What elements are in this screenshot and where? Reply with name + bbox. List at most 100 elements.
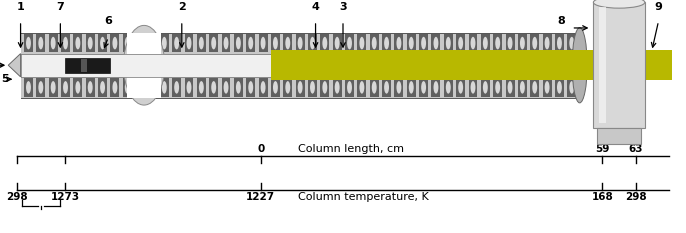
Text: 8: 8 (557, 16, 565, 26)
Bar (370, 34, 379, 52)
Ellipse shape (298, 37, 303, 49)
Text: 59: 59 (595, 144, 609, 154)
Text: 9: 9 (654, 2, 663, 12)
Bar (271, 78, 280, 97)
Bar (555, 78, 564, 97)
Ellipse shape (285, 81, 290, 94)
Bar (36, 34, 45, 52)
Ellipse shape (532, 37, 537, 49)
Ellipse shape (409, 37, 414, 49)
Bar (419, 34, 428, 52)
Ellipse shape (569, 81, 574, 94)
Bar (197, 34, 206, 52)
Ellipse shape (162, 81, 167, 94)
Text: 1227: 1227 (246, 192, 275, 202)
Text: 63: 63 (628, 144, 643, 154)
Text: 298: 298 (6, 192, 28, 202)
Bar (431, 34, 440, 52)
Bar (86, 78, 95, 97)
Bar (135, 34, 144, 52)
Ellipse shape (508, 37, 512, 49)
Ellipse shape (199, 81, 204, 94)
Bar (345, 78, 354, 97)
Bar (493, 34, 502, 52)
Ellipse shape (273, 37, 278, 49)
Ellipse shape (495, 81, 500, 94)
Bar (598, 128, 641, 144)
Bar (320, 78, 329, 97)
Ellipse shape (38, 37, 43, 49)
Ellipse shape (520, 81, 525, 94)
Bar (86, 34, 95, 52)
Bar (271, 34, 280, 52)
Bar (308, 78, 317, 97)
Bar (21, 54, 580, 77)
Ellipse shape (359, 81, 364, 94)
Ellipse shape (483, 81, 488, 94)
Bar (123, 34, 132, 52)
Ellipse shape (421, 37, 426, 49)
Bar (160, 34, 169, 52)
Bar (357, 34, 366, 52)
Bar (259, 78, 268, 97)
Bar (24, 78, 33, 97)
Text: 1273: 1273 (51, 192, 80, 202)
Bar (246, 78, 255, 97)
Bar (172, 34, 181, 52)
Ellipse shape (88, 81, 93, 94)
Bar (444, 34, 453, 52)
Text: 0: 0 (257, 144, 264, 154)
Ellipse shape (572, 28, 587, 103)
Bar (469, 78, 477, 97)
Ellipse shape (174, 37, 179, 49)
Ellipse shape (397, 37, 401, 49)
Ellipse shape (520, 37, 525, 49)
Ellipse shape (310, 81, 315, 94)
Bar (185, 78, 193, 97)
Ellipse shape (545, 37, 549, 49)
Bar (197, 78, 206, 97)
Ellipse shape (125, 81, 130, 94)
Bar (419, 78, 428, 97)
Bar (21, 33, 580, 54)
Ellipse shape (310, 37, 315, 49)
Bar (357, 78, 366, 97)
Bar (135, 78, 144, 97)
Bar (127, 77, 161, 98)
Bar (222, 34, 230, 52)
Ellipse shape (285, 37, 290, 49)
Bar (345, 34, 354, 52)
Ellipse shape (125, 37, 130, 49)
Bar (234, 78, 243, 97)
Text: 5: 5 (1, 74, 9, 84)
Ellipse shape (335, 81, 340, 94)
Ellipse shape (137, 37, 142, 49)
Bar (283, 78, 292, 97)
Bar (530, 78, 539, 97)
Bar (543, 34, 552, 52)
Bar (444, 78, 453, 97)
Ellipse shape (298, 81, 303, 94)
Ellipse shape (123, 25, 165, 105)
Bar (98, 78, 107, 97)
Ellipse shape (446, 81, 451, 94)
Ellipse shape (187, 37, 191, 49)
Bar (382, 34, 391, 52)
Ellipse shape (446, 37, 451, 49)
Ellipse shape (372, 81, 377, 94)
Bar (506, 34, 514, 52)
Ellipse shape (434, 37, 438, 49)
Bar (73, 78, 82, 97)
Ellipse shape (162, 37, 167, 49)
Bar (469, 34, 477, 52)
Ellipse shape (88, 37, 93, 49)
Bar (65, 58, 110, 73)
Ellipse shape (63, 81, 68, 94)
Bar (147, 34, 156, 52)
Bar (246, 34, 255, 52)
Bar (394, 78, 403, 97)
Ellipse shape (113, 37, 117, 49)
Ellipse shape (261, 37, 265, 49)
Ellipse shape (359, 37, 364, 49)
Bar (333, 34, 342, 52)
